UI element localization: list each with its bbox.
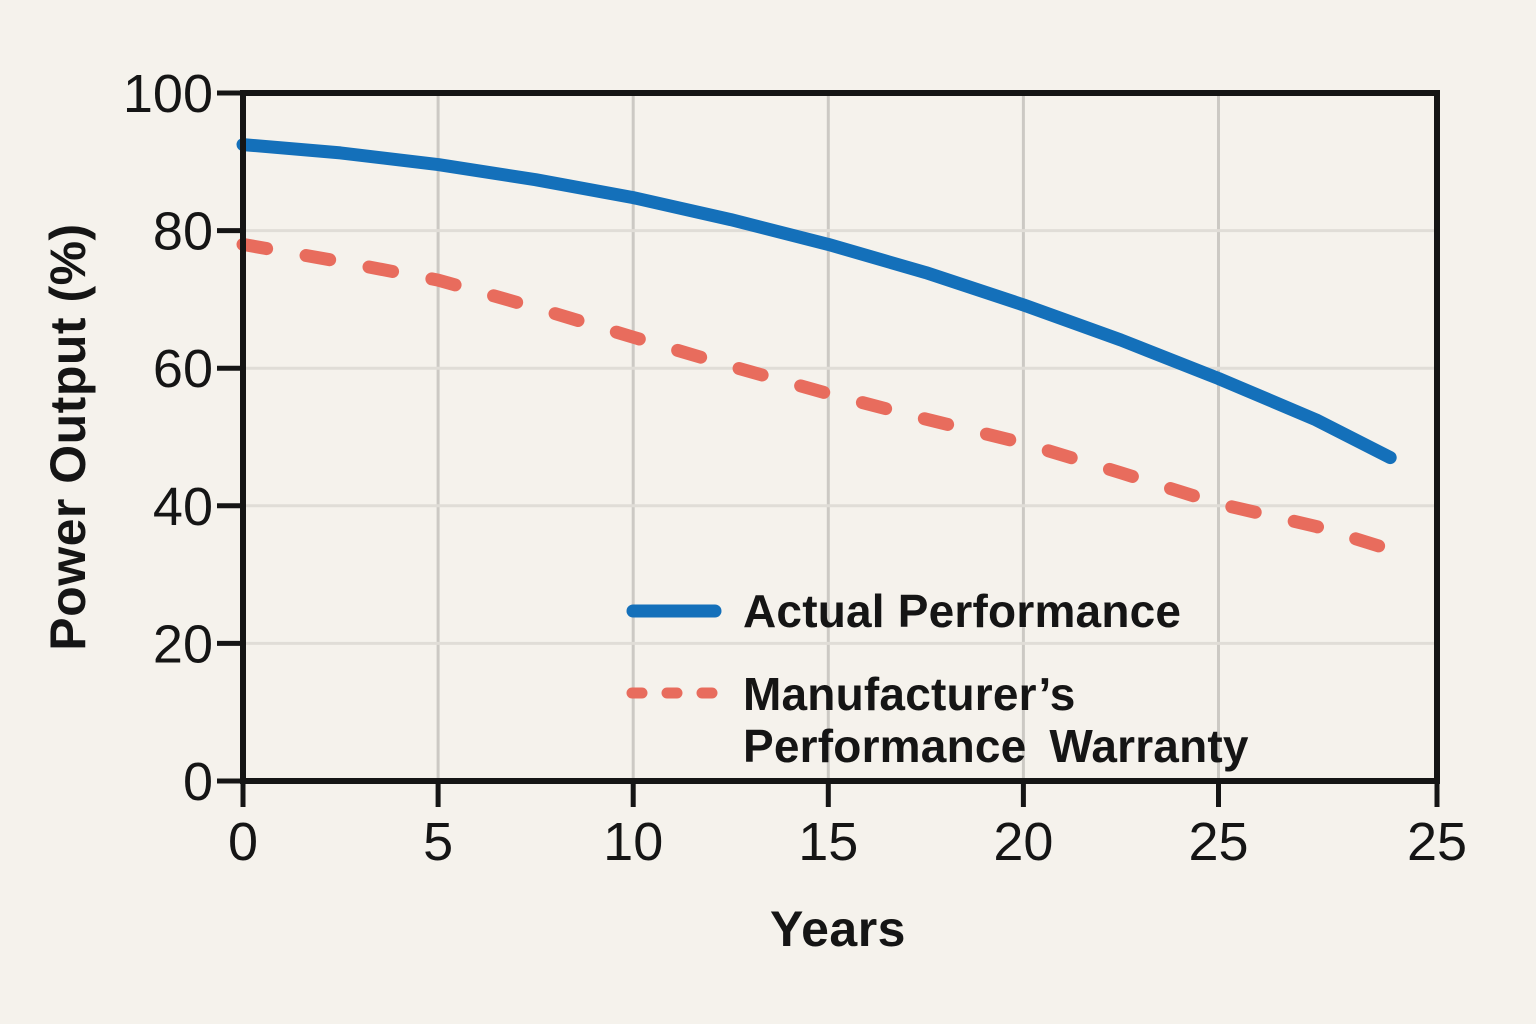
y-tick-label: 60 [153,339,213,399]
x-tick-label: 25 [1407,812,1467,872]
legend: Actual Performance Manufacturer’s Perfor… [626,585,1249,772]
data-series [236,138,1397,554]
y-tick-label: 40 [153,477,213,537]
y-tick-label: 0 [183,752,213,812]
y-axis-title: Power Output (%) [40,223,96,650]
axes [217,90,1440,807]
x-tick-label: 25 [1188,812,1248,872]
x-axis-title: Years [770,901,906,957]
x-tick-label: 20 [993,812,1053,872]
x-tick-label: 15 [798,812,858,872]
y-tick-label: 80 [153,202,213,262]
x-tick-label: 0 [228,812,258,872]
series-line-actual [236,138,1397,465]
y-tick-label: 20 [153,614,213,674]
legend-label-warranty-line2: Performance Warranty [743,720,1249,772]
legend-label-warranty-line1: Manufacturer’s [743,668,1076,720]
y-tick-label: 100 [123,64,213,124]
x-tick-label: 10 [603,812,663,872]
series-line-warranty [236,237,1389,554]
x-tick-label: 5 [423,812,453,872]
plot-border [240,90,1440,784]
legend-label-actual: Actual Performance [743,585,1181,637]
gridlines [243,93,1437,781]
tick-labels: 0 20 40 60 80 100 0 5 10 15 20 25 25 [123,64,1467,872]
